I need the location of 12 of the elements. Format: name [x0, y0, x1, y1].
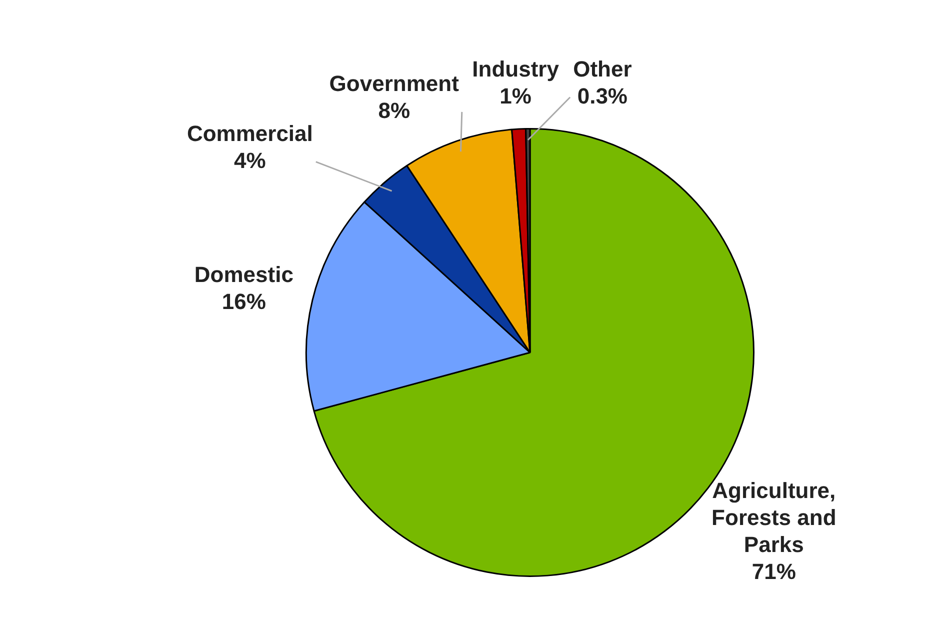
data-label: 1%: [500, 84, 532, 109]
slice-label: Agriculture, Forests and Parks: [712, 478, 836, 557]
slice-label: Other: [573, 56, 632, 82]
slice-label: Industry: [472, 56, 560, 82]
slice-label: Commercial: [186, 120, 313, 146]
slice-label: Domestic: [194, 262, 294, 288]
data-label: 0.3%: [577, 83, 628, 108]
data-label: 16%: [222, 289, 266, 314]
data-label: 8%: [378, 98, 410, 123]
data-label: 71%: [752, 558, 796, 584]
slice-label: Government: [329, 70, 460, 96]
data-label: 4%: [234, 148, 266, 173]
